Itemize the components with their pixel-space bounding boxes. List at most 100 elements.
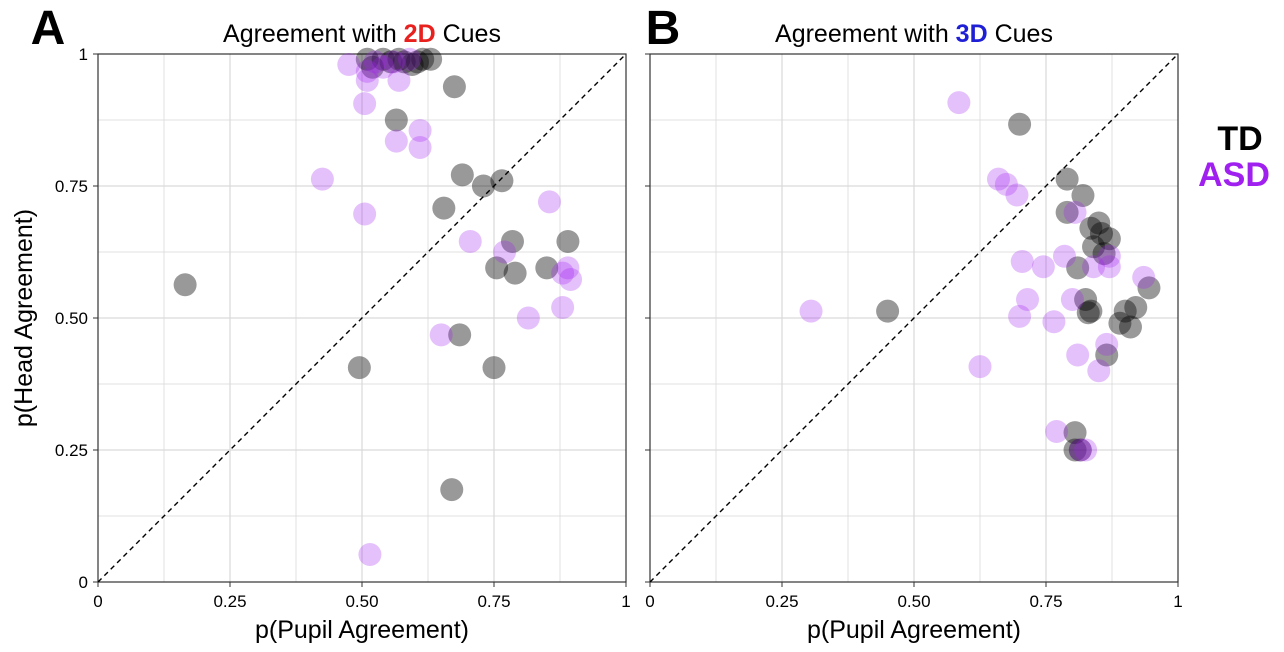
legend-entry-asd: ASD: [1198, 156, 1270, 194]
panel-letter: A: [31, 2, 66, 55]
data-point-asd: [355, 68, 379, 92]
data-point-td: [876, 299, 900, 323]
data-point-td: [1124, 295, 1148, 319]
data-point-td: [1063, 421, 1087, 445]
panel-letter: B: [646, 2, 681, 55]
data-point-td: [387, 47, 411, 71]
data-point-td: [485, 256, 509, 280]
data-point-asd: [559, 267, 583, 291]
data-point-td: [500, 229, 524, 253]
data-point-td: [1082, 235, 1106, 259]
y-axis-label: p(Head Agreement): [10, 209, 38, 427]
data-point-td: [440, 478, 464, 502]
data-point-asd: [387, 68, 411, 92]
data-point-asd: [371, 55, 395, 79]
data-point-td: [1076, 301, 1100, 325]
data-point-td: [400, 53, 424, 77]
data-point-td: [1092, 242, 1116, 266]
data-point-td: [1066, 256, 1090, 280]
data-point-asd: [551, 261, 575, 285]
data-point-td: [419, 47, 443, 71]
data-point-asd: [1097, 255, 1121, 279]
data-point-asd: [537, 190, 561, 214]
x-tick-label: 0: [645, 592, 654, 611]
panel-b: 0 0.25 0.50 0.75 1 Agreement with 3D Cues Bp(P…: [645, 2, 1183, 644]
data-point-asd: [408, 135, 432, 159]
x-tick-label: 0.75: [477, 592, 510, 611]
legend: TD ASD: [1198, 120, 1270, 194]
data-point-td: [556, 229, 580, 253]
data-point-asd: [398, 47, 422, 71]
data-point-asd: [1045, 420, 1069, 444]
data-point-td: [1137, 276, 1161, 300]
data-point-asd: [363, 50, 387, 74]
data-point-asd: [382, 50, 406, 74]
data-point-td: [482, 356, 506, 380]
data-point-asd: [1052, 244, 1076, 268]
data-point-asd: [384, 129, 408, 153]
x-axis-label: p(Pupil Agreement): [807, 616, 1021, 644]
data-point-td: [1063, 438, 1087, 462]
data-point-asd: [986, 167, 1010, 191]
data-point-asd: [1097, 244, 1121, 268]
data-point-asd: [799, 299, 823, 323]
data-point-asd: [1042, 310, 1066, 334]
data-point-td: [411, 47, 435, 71]
data-point-asd: [458, 229, 482, 253]
data-point-asd: [353, 202, 377, 226]
data-point-asd: [1008, 304, 1032, 328]
data-point-td: [173, 273, 197, 297]
data-point-asd: [947, 91, 971, 115]
legend-entry-td: TD: [1217, 120, 1262, 158]
data-point-asd: [968, 355, 992, 379]
data-point-asd: [310, 167, 334, 191]
data-point-td: [405, 50, 429, 74]
data-point-asd: [1016, 288, 1040, 312]
data-point-td: [1068, 438, 1092, 462]
data-point-td: [355, 47, 379, 71]
data-point-asd: [1066, 343, 1090, 367]
chart-title-prefix: Agreement with: [775, 20, 956, 48]
x-axis-label: p(Pupil Agreement): [255, 616, 469, 644]
data-point-asd: [1063, 200, 1087, 224]
y-tick-label: 1: [79, 45, 88, 64]
data-point-td: [1079, 299, 1103, 323]
data-point-td: [1074, 288, 1098, 312]
x-tick-label: 0.25: [765, 592, 798, 611]
data-point-asd: [1074, 438, 1098, 462]
data-point-td: [1118, 315, 1142, 339]
x-tick-label: 0.50: [897, 592, 930, 611]
panel-a: 0 0.25 0.50 0.75 1 0 0.25 0.50 0.75 1 Agreement wi…: [10, 2, 631, 644]
data-point-asd: [358, 543, 382, 567]
data-point-asd: [1031, 255, 1055, 279]
data-point-td: [384, 108, 408, 132]
chart-title-highlight: 2D: [404, 20, 436, 48]
data-point-td: [471, 174, 495, 198]
data-point-td: [1008, 112, 1032, 136]
x-tick-label: 0: [93, 592, 102, 611]
data-point-td: [1108, 311, 1132, 335]
x-tick-label: 1: [1173, 592, 1182, 611]
data-point-td: [450, 163, 474, 187]
y-tick-label: 0.25: [55, 441, 88, 460]
data-point-asd: [551, 295, 575, 319]
data-point-asd: [1010, 250, 1034, 274]
chart-title-prefix: Agreement with: [223, 20, 404, 48]
diagonal-reference-line: [649, 53, 1179, 583]
data-point-td: [1071, 184, 1095, 208]
data-point-td: [503, 261, 527, 285]
data-point-td: [1087, 211, 1111, 235]
diagonal-reference-line: [97, 53, 627, 583]
chart-title-suffix: Cues: [436, 20, 501, 48]
data-point-td: [1055, 200, 1079, 224]
data-point-asd: [1132, 265, 1156, 289]
data-point-td: [1113, 299, 1137, 323]
data-point-asd: [994, 172, 1018, 196]
data-point-td: [392, 50, 416, 74]
x-tick-label: 0.50: [345, 592, 378, 611]
x-tick-label: 1: [621, 592, 630, 611]
x-tick-label: 0.75: [1029, 592, 1062, 611]
data-point-asd: [556, 256, 580, 280]
chart-title: Agreement with 2D Cues: [223, 20, 501, 48]
